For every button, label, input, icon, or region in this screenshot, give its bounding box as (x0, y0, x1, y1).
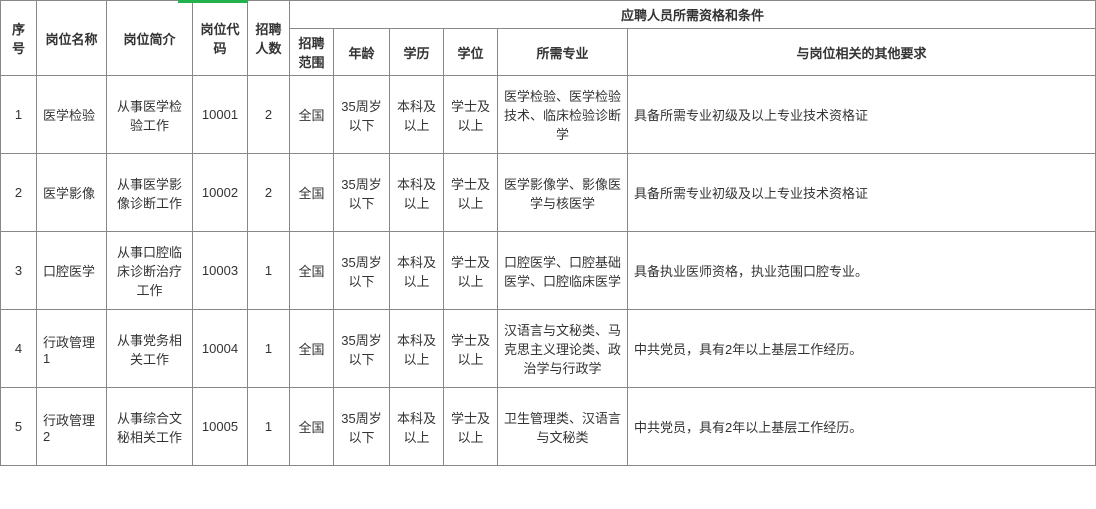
cell-sxzy: 医学检验、医学检验技术、临床检验诊断学 (498, 76, 628, 154)
cell-sxzy: 汉语言与文秘类、马克思主义理论类、政治学与行政学 (498, 310, 628, 388)
cell-gwjj: 从事综合文秘相关工作 (107, 388, 193, 466)
cell-gwjj: 从事口腔临床诊断治疗工作 (107, 232, 193, 310)
cell-nl: 35周岁以下 (334, 76, 390, 154)
table-row: 1 医学检验 从事医学检验工作 10001 2 全国 35周岁以下 本科及以上 … (1, 76, 1096, 154)
recruitment-table-sheet: 序号 岗位名称 岗位简介 岗位代码 招聘人数 应聘人员所需资格和条件 招聘范围 … (0, 0, 1096, 466)
cell-xl: 本科及以上 (390, 310, 444, 388)
cell-xh: 2 (1, 154, 37, 232)
cell-xh: 5 (1, 388, 37, 466)
cell-gwmc: 行政管理2 (37, 388, 107, 466)
cell-sxzy: 医学影像学、影像医学与核医学 (498, 154, 628, 232)
cell-gwjj: 从事医学检验工作 (107, 76, 193, 154)
cell-nl: 35周岁以下 (334, 388, 390, 466)
cell-xw: 学士及以上 (444, 154, 498, 232)
cell-gwdm: 10002 (193, 154, 248, 232)
col-header-xh: 序号 (1, 1, 37, 76)
table-row: 2 医学影像 从事医学影像诊断工作 10002 2 全国 35周岁以下 本科及以… (1, 154, 1096, 232)
cell-zpfw: 全国 (290, 232, 334, 310)
cell-xh: 3 (1, 232, 37, 310)
cell-gwmc: 口腔医学 (37, 232, 107, 310)
col-header-gwmc: 岗位名称 (37, 1, 107, 76)
cell-nl: 35周岁以下 (334, 232, 390, 310)
cell-xw: 学士及以上 (444, 232, 498, 310)
col-header-zpfw: 招聘范围 (290, 29, 334, 76)
col-header-gwdm: 岗位代码 (193, 1, 248, 76)
cell-gwdm: 10001 (193, 76, 248, 154)
cell-gwmc: 医学检验 (37, 76, 107, 154)
recruitment-table: 序号 岗位名称 岗位简介 岗位代码 招聘人数 应聘人员所需资格和条件 招聘范围 … (0, 0, 1096, 466)
cell-xl: 本科及以上 (390, 388, 444, 466)
table-body: 1 医学检验 从事医学检验工作 10001 2 全国 35周岁以下 本科及以上 … (1, 76, 1096, 466)
cell-sxzy: 口腔医学、口腔基础医学、口腔临床医学 (498, 232, 628, 310)
table-row: 4 行政管理1 从事党务相关工作 10004 1 全国 35周岁以下 本科及以上… (1, 310, 1096, 388)
cell-xw: 学士及以上 (444, 310, 498, 388)
table-row: 3 口腔医学 从事口腔临床诊断治疗工作 10003 1 全国 35周岁以下 本科… (1, 232, 1096, 310)
col-header-group: 应聘人员所需资格和条件 (290, 1, 1096, 29)
cell-nl: 35周岁以下 (334, 154, 390, 232)
col-header-nl: 年龄 (334, 29, 390, 76)
cell-qtyq: 具备执业医师资格，执业范围口腔专业。 (628, 232, 1096, 310)
col-header-qtyq: 与岗位相关的其他要求 (628, 29, 1096, 76)
col-header-xw: 学位 (444, 29, 498, 76)
cell-xl: 本科及以上 (390, 154, 444, 232)
col-header-zprs: 招聘人数 (248, 1, 290, 76)
cell-xw: 学士及以上 (444, 76, 498, 154)
cell-sxzy: 卫生管理类、汉语言与文秘类 (498, 388, 628, 466)
cell-xh: 4 (1, 310, 37, 388)
cell-zpfw: 全国 (290, 310, 334, 388)
cell-gwmc: 行政管理1 (37, 310, 107, 388)
cell-xl: 本科及以上 (390, 76, 444, 154)
table-row: 5 行政管理2 从事综合文秘相关工作 10005 1 全国 35周岁以下 本科及… (1, 388, 1096, 466)
cell-xl: 本科及以上 (390, 232, 444, 310)
cell-gwmc: 医学影像 (37, 154, 107, 232)
cell-qtyq: 具备所需专业初级及以上专业技术资格证 (628, 154, 1096, 232)
cell-zprs: 1 (248, 388, 290, 466)
col-header-sxzy: 所需专业 (498, 29, 628, 76)
cell-nl: 35周岁以下 (334, 310, 390, 388)
cell-gwdm: 10004 (193, 310, 248, 388)
cell-qtyq: 中共党员，具有2年以上基层工作经历。 (628, 310, 1096, 388)
cell-zprs: 2 (248, 76, 290, 154)
cell-zprs: 1 (248, 310, 290, 388)
cell-gwdm: 10003 (193, 232, 248, 310)
cell-zprs: 1 (248, 232, 290, 310)
cell-xh: 1 (1, 76, 37, 154)
cell-gwjj: 从事医学影像诊断工作 (107, 154, 193, 232)
cell-qtyq: 具备所需专业初级及以上专业技术资格证 (628, 76, 1096, 154)
cell-zpfw: 全国 (290, 76, 334, 154)
cell-gwjj: 从事党务相关工作 (107, 310, 193, 388)
cell-qtyq: 中共党员，具有2年以上基层工作经历。 (628, 388, 1096, 466)
col-header-xl: 学历 (390, 29, 444, 76)
cell-xw: 学士及以上 (444, 388, 498, 466)
cell-zprs: 2 (248, 154, 290, 232)
col-header-gwjj: 岗位简介 (107, 1, 193, 76)
cell-gwdm: 10005 (193, 388, 248, 466)
table-header: 序号 岗位名称 岗位简介 岗位代码 招聘人数 应聘人员所需资格和条件 招聘范围 … (1, 1, 1096, 76)
cell-zpfw: 全国 (290, 388, 334, 466)
cell-zpfw: 全国 (290, 154, 334, 232)
